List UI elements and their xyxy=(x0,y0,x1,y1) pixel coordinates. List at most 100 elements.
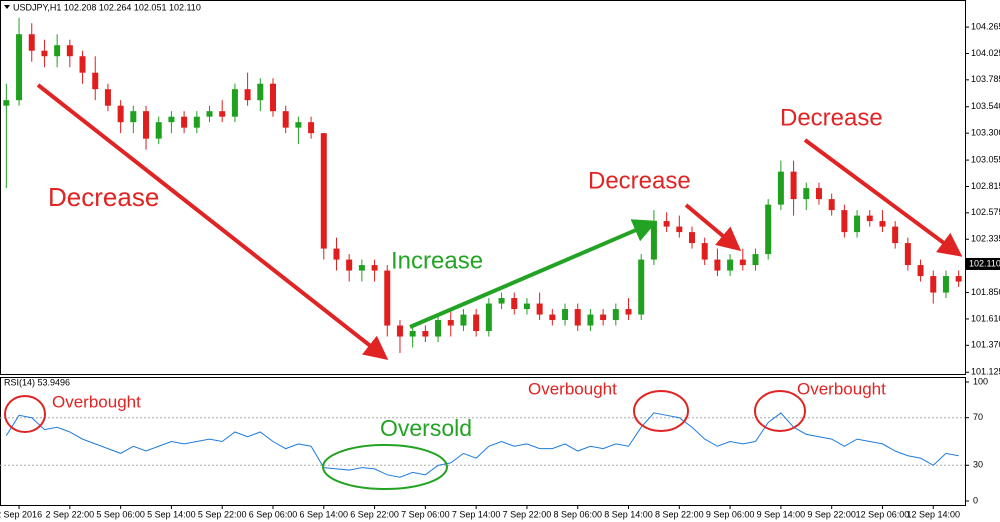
candle-body xyxy=(66,45,73,57)
candle-body xyxy=(904,243,911,266)
candle-body xyxy=(689,232,696,244)
x-tick-label: 5 Sep 06:00 xyxy=(96,509,145,519)
candle-body xyxy=(549,314,556,321)
candle-body xyxy=(815,188,822,200)
candle-body xyxy=(79,56,86,73)
y-tick-label: 0 xyxy=(973,495,978,505)
x-tick-label: 7 Sep 14:00 xyxy=(452,509,501,519)
candle-body xyxy=(460,314,467,326)
candle-body xyxy=(28,34,35,51)
x-tick-label: 2 Sep 22:00 xyxy=(46,509,95,519)
y-tick-label: 101.610 xyxy=(971,313,1000,323)
last-price-label: 102.110 xyxy=(969,258,1000,268)
candle-body xyxy=(790,171,797,200)
candle-body xyxy=(333,248,340,260)
annotation: Oversold xyxy=(380,415,472,441)
candle-body xyxy=(257,83,264,101)
x-tick-label: 9 Sep 06:00 xyxy=(706,509,755,519)
annotation: Increase xyxy=(391,247,483,274)
rsi-title: RSI(14) 53.9496 xyxy=(4,377,70,387)
x-tick-label: 6 Sep 06:00 xyxy=(249,509,298,519)
arrow xyxy=(409,219,658,329)
candle-body xyxy=(930,276,937,293)
x-tick-label: 12 Sep 06:00 xyxy=(856,509,910,519)
candle-body xyxy=(663,221,670,227)
y-tick-label: 103.785 xyxy=(971,74,1000,84)
x-tick-label: 8 Sep 06:00 xyxy=(553,509,602,519)
annotation: Decrease xyxy=(588,167,691,194)
y-tick-label: 104.265 xyxy=(971,21,1000,31)
candle-body xyxy=(650,221,657,260)
candle-body xyxy=(282,111,289,128)
x-tick-label: 6 Sep 14:00 xyxy=(300,509,349,519)
y-tick-label: 101.370 xyxy=(971,340,1000,350)
candle-body xyxy=(841,210,848,233)
y-tick-label: 103.540 xyxy=(971,101,1000,111)
candle-body xyxy=(181,116,188,128)
x-tick-label: 12 Sep 14:00 xyxy=(906,509,960,519)
candle-body xyxy=(727,259,734,271)
candle-body xyxy=(828,199,835,211)
y-tick-label: 103.055 xyxy=(971,154,1000,164)
annotation: Overbought xyxy=(52,392,141,411)
candle-body xyxy=(168,116,175,123)
candle-body xyxy=(346,259,353,271)
candle-body xyxy=(866,215,873,222)
candle-body xyxy=(206,111,213,117)
menu-icon[interactable] xyxy=(4,5,10,9)
rsi-panel xyxy=(0,377,966,506)
candle-body xyxy=(193,116,200,128)
x-tick-label: 6 Sep 22:00 xyxy=(350,509,399,519)
candle-body xyxy=(409,331,416,337)
candle-body xyxy=(92,72,99,90)
candle-body xyxy=(295,122,302,128)
annotation: Overbought xyxy=(528,379,617,398)
highlight-ellipse xyxy=(4,395,46,433)
x-tick-label: 9 Sep 14:00 xyxy=(757,509,806,519)
x-tick-label: 7 Sep 22:00 xyxy=(503,509,552,519)
annotation: Decrease xyxy=(780,104,883,131)
y-tick-label: 102.575 xyxy=(971,207,1000,217)
candle-body xyxy=(130,111,137,123)
x-tick-label: 8 Sep 22:00 xyxy=(655,509,704,519)
arrow xyxy=(684,203,742,252)
candle-body xyxy=(701,243,708,260)
candle-body xyxy=(54,45,61,57)
x-tick-label: 5 Sep 14:00 xyxy=(147,509,196,519)
candle-body xyxy=(587,314,594,326)
y-tick-label: 70 xyxy=(973,412,983,422)
candle-body xyxy=(244,89,251,101)
candle-body xyxy=(155,122,162,139)
candle-body xyxy=(320,133,327,249)
candle-body xyxy=(714,259,721,271)
arrow xyxy=(36,83,389,360)
chart-title: USDJPY,H1 102.208 102.264 102.051 102.11… xyxy=(13,2,201,12)
candle-body xyxy=(854,215,861,233)
highlight-ellipse xyxy=(754,390,806,432)
candle-body xyxy=(955,276,962,282)
candle-body xyxy=(638,259,645,315)
candle-body xyxy=(485,303,492,332)
candle-body xyxy=(625,309,632,315)
candle-body xyxy=(104,89,111,106)
candle-body xyxy=(41,50,48,57)
candle-body xyxy=(422,331,429,337)
rsi-line xyxy=(5,412,959,478)
candle-body xyxy=(435,320,442,337)
candle-body xyxy=(917,265,924,277)
candle-body xyxy=(498,298,505,304)
candle-body xyxy=(358,265,365,271)
y-tick-label: 101.125 xyxy=(971,367,1000,377)
x-tick-label: 9 Sep 22:00 xyxy=(807,509,856,519)
candle-body xyxy=(562,309,569,321)
x-tick-label: 7 Sep 06:00 xyxy=(401,509,450,519)
candle-body xyxy=(447,320,454,326)
candle-body xyxy=(676,226,683,233)
candle-body xyxy=(384,270,391,326)
candle-body xyxy=(536,303,543,315)
candle-body xyxy=(3,100,10,106)
annotation: Overbought xyxy=(797,379,886,398)
candle-body xyxy=(16,34,23,101)
